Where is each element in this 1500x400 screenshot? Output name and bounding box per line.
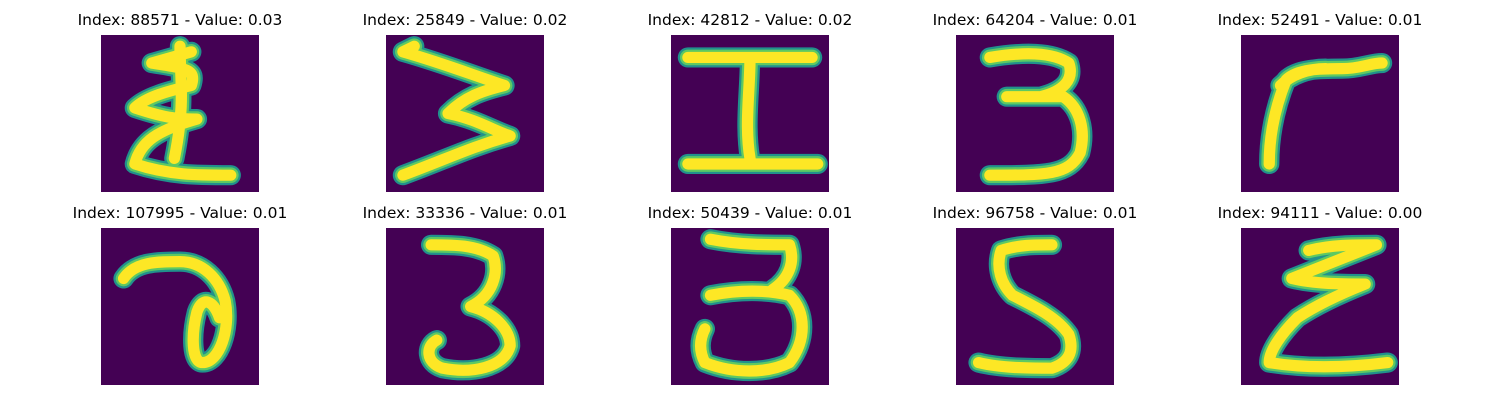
panel-title: Index: 88571 - Value: 0.03 (77, 11, 283, 29)
stroke-core (1263, 239, 1394, 373)
digit-panel: Index: 33336 - Value: 0.01 (315, 204, 615, 394)
three-digit-image (956, 35, 1114, 192)
panel-title: Index: 42812 - Value: 0.02 (647, 11, 853, 29)
digit-panel: Index: 50439 - Value: 0.01 (600, 204, 900, 394)
stroke-core (117, 256, 233, 369)
i-beam-digit-image (671, 35, 829, 192)
stroke-core (682, 51, 824, 170)
digit-panel: Index: 64204 - Value: 0.01 (885, 11, 1185, 201)
panel-title: Index: 94111 - Value: 0.00 (1217, 204, 1423, 222)
panel-title: Index: 25849 - Value: 0.02 (362, 11, 568, 29)
panel-title: Index: 52491 - Value: 0.01 (1217, 11, 1423, 29)
stroke-core (694, 233, 808, 377)
stroke-core (423, 239, 516, 376)
digit-panel: Index: 94111 - Value: 0.00 (1170, 204, 1470, 394)
three-digit-image (386, 228, 544, 385)
stroke-core (397, 40, 516, 181)
panel-title: Index: 33336 - Value: 0.01 (362, 204, 568, 222)
digit-panel: Index: 25849 - Value: 0.02 (315, 11, 615, 201)
epsilon-digit-image (1241, 228, 1399, 385)
stroke-core (1263, 57, 1388, 170)
three-digit-image (671, 228, 829, 385)
w-shape-digit-image (386, 35, 544, 192)
digit-panel: Index: 42812 - Value: 0.02 (600, 11, 900, 201)
stroke-core (129, 40, 237, 181)
stroke-core (984, 48, 1088, 181)
five-digit-image (956, 228, 1114, 385)
panel-title: Index: 50439 - Value: 0.01 (647, 204, 853, 222)
stroke-core (972, 239, 1077, 374)
panel-title: Index: 107995 - Value: 0.01 (72, 204, 288, 222)
panel-title: Index: 64204 - Value: 0.01 (932, 11, 1138, 29)
digit-panel: Index: 52491 - Value: 0.01 (1170, 11, 1470, 201)
digit-panel: Index: 107995 - Value: 0.01 (30, 204, 330, 394)
digit-panel: Index: 88571 - Value: 0.03 (30, 11, 330, 201)
digit-panel: Index: 96758 - Value: 0.01 (885, 204, 1185, 394)
panel-title: Index: 96758 - Value: 0.01 (932, 204, 1138, 222)
epsilon-digit-image (101, 35, 259, 192)
loop-digit-image (101, 228, 259, 385)
r-shape-digit-image (1241, 35, 1399, 192)
